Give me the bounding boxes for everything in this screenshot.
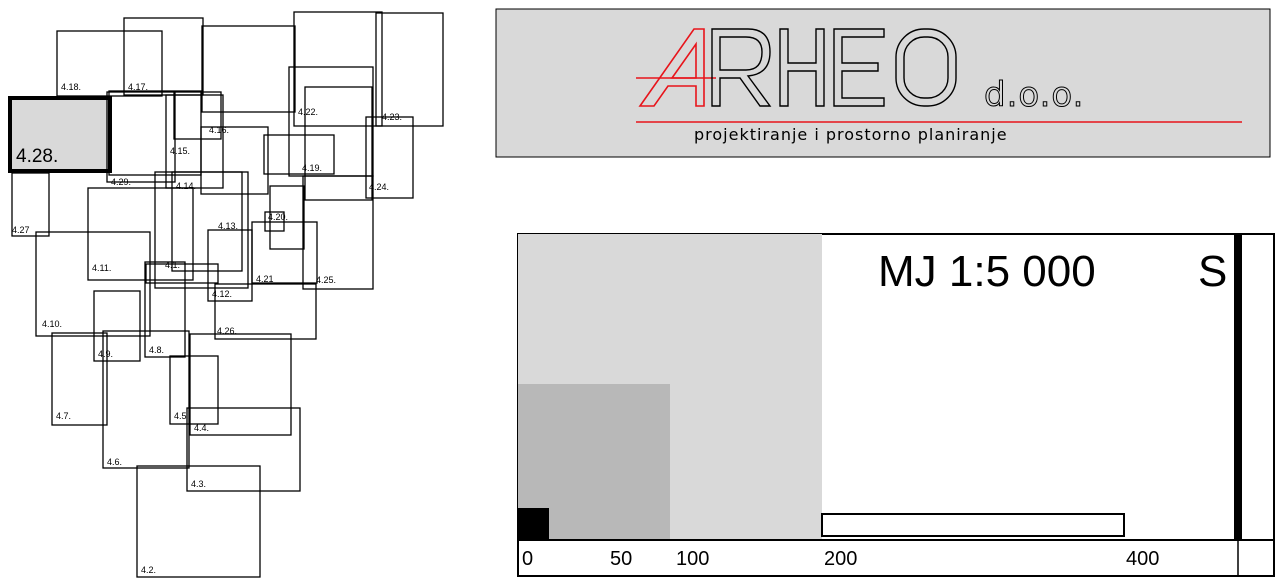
sheet-box[interactable]: [200, 126, 269, 195]
tick-label-50: 50: [610, 548, 632, 570]
sheet-label: 4.27: [12, 225, 30, 235]
sheet-box[interactable]: [269, 185, 305, 250]
sheet-label: 4.15.: [170, 146, 190, 156]
sheet-label: 4.10.: [42, 319, 62, 329]
logo-suffix: d.o.o.: [984, 75, 1084, 115]
sheet-label: 4.29.: [111, 177, 131, 187]
sheet-box[interactable]: [173, 91, 222, 140]
sheet-box[interactable]: [144, 261, 186, 358]
sheet-box[interactable]: [169, 355, 219, 425]
north-letter: S: [1198, 247, 1227, 296]
sheet-label: 4.18.: [61, 82, 81, 92]
sheet-box[interactable]: [304, 86, 373, 201]
logo-background: [495, 8, 1271, 158]
sheet-label: 4.12.: [212, 289, 232, 299]
sheet-label: 4.11.: [92, 263, 111, 273]
sheet-box[interactable]: [108, 90, 202, 176]
sheet-box[interactable]: [11, 172, 50, 237]
selected-sheet-box[interactable]: [8, 96, 112, 173]
sheet-label: 4.23.: [382, 112, 402, 122]
tick-label-0: 0: [522, 548, 533, 570]
sheet-boxes: [11, 11, 444, 578]
tick-label-100: 100: [676, 548, 709, 570]
selected-sheet-label: 4.28.: [16, 146, 58, 167]
sheet-box[interactable]: [293, 11, 383, 127]
sheet-label: 4.1.: [165, 260, 180, 270]
sheet-label: 4.25.: [316, 275, 336, 285]
sheet-box[interactable]: [365, 116, 414, 199]
sheet-box[interactable]: [51, 332, 108, 426]
sheet-label: 4.6.: [107, 457, 122, 467]
tick-label-400: 400: [1126, 548, 1159, 570]
sheet-box[interactable]: [214, 283, 317, 340]
sheet-box[interactable]: [145, 263, 219, 284]
sheet-box[interactable]: [102, 330, 190, 469]
sheet-box[interactable]: [106, 91, 176, 183]
logo-letter-r: [711, 28, 772, 107]
sheet-label: 4.8.: [149, 345, 164, 355]
sheet-label: 4.26.: [217, 326, 237, 336]
logo-letter-h: [779, 28, 825, 107]
sheet-box[interactable]: [186, 407, 301, 492]
sheet-label: 4.22.: [298, 107, 318, 117]
sheet-label: 4.13.: [218, 221, 238, 231]
sheet-box[interactable]: [302, 175, 374, 290]
sheet-box[interactable]: [201, 25, 296, 113]
sheet-label: 4.9.: [98, 349, 113, 359]
tick-label-200: 200: [824, 548, 857, 570]
sheet-box[interactable]: [263, 134, 335, 175]
sheet-box[interactable]: [35, 231, 151, 337]
scale-panel: MJ 1:5 000 S 0 50 100 200 400: [517, 233, 1275, 577]
sheet-label: 4.14.: [176, 181, 196, 191]
sheet-label: 4.21: [256, 274, 274, 284]
sheet-label: 4.19.: [302, 163, 322, 173]
sheet-box[interactable]: [375, 12, 444, 127]
sheet-box[interactable]: [56, 30, 163, 97]
sheet-box[interactable]: [123, 17, 204, 96]
sheet-box[interactable]: [93, 290, 141, 362]
sheet-label: 4.16.: [209, 125, 229, 135]
sheet-labels: 4.2. 4.3. 4.4. 4.5 4.6. 4.7. 4.8. 4.9. 4.10. 4.11…: [12, 82, 402, 575]
sheet-box[interactable]: [136, 465, 261, 578]
scale-area-10: [518, 508, 549, 540]
sheet-label: 4.3.: [191, 479, 206, 489]
sheet-label: 4.20.: [268, 212, 288, 222]
key-map: 4.28. 4.2. 4.3. 4.4. 4.5 4.6. 4.7. 4.8. 4.9. 4.1…: [8, 11, 444, 578]
sheet-label: 4.17.: [128, 82, 148, 92]
sheet-box[interactable]: [189, 333, 292, 436]
sheet-box[interactable]: [288, 66, 374, 177]
sheet-box[interactable]: [251, 221, 318, 284]
sheet-label: 4.4.: [194, 423, 209, 433]
logo-panel: d.o.o. projektiranje i prostorno planira…: [495, 8, 1271, 158]
sheet-label: 4.2.: [141, 565, 156, 575]
logo-letter-o: [895, 28, 957, 107]
logo-letter-a: [636, 28, 716, 107]
scale-title: MJ 1:5 000: [878, 247, 1096, 296]
sheet-box[interactable]: [87, 187, 194, 281]
logo-tagline: projektiranje i prostorno planiranje: [694, 125, 1008, 144]
scale-bar-400: [821, 513, 1125, 537]
sheet-label: 4.7.: [56, 411, 71, 421]
sheet-label: 4.5: [174, 411, 187, 421]
sheet-label: 4.24.: [369, 182, 389, 192]
logo-letter-e: [833, 28, 885, 107]
